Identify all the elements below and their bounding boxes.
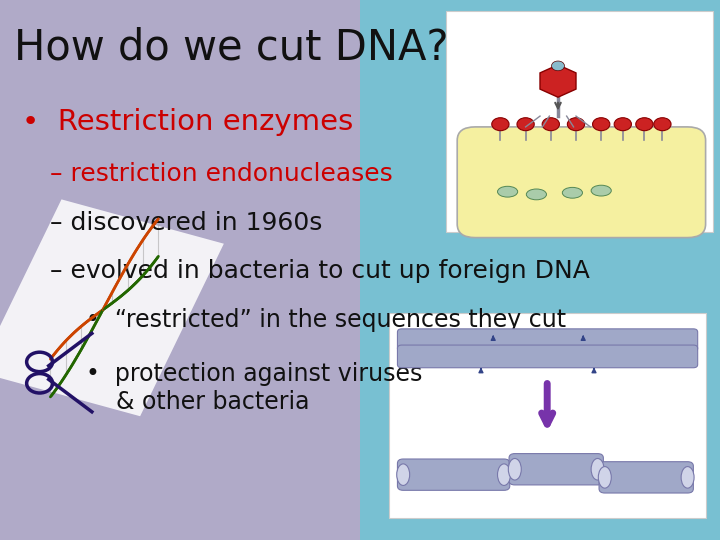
FancyBboxPatch shape [509,454,603,485]
Ellipse shape [498,464,510,485]
Circle shape [542,118,559,131]
Ellipse shape [591,185,611,196]
Text: •  protection against viruses
    & other bacteria: • protection against viruses & other bac… [86,362,423,414]
Text: – restriction endonucleases: – restriction endonucleases [50,162,393,186]
Text: – evolved in bacteria to cut up foreign DNA: – evolved in bacteria to cut up foreign … [50,259,590,283]
FancyBboxPatch shape [0,0,360,540]
Circle shape [654,118,671,131]
Ellipse shape [681,467,694,488]
Text: •  “restricted” in the sequences they cut: • “restricted” in the sequences they cut [86,308,567,332]
Circle shape [636,118,653,131]
Circle shape [517,118,534,131]
Polygon shape [540,65,576,97]
Ellipse shape [397,464,410,485]
Ellipse shape [598,467,611,488]
Ellipse shape [498,186,518,197]
FancyBboxPatch shape [397,459,510,490]
Circle shape [567,118,585,131]
Ellipse shape [562,187,582,198]
FancyBboxPatch shape [599,462,693,493]
Circle shape [552,61,564,71]
FancyBboxPatch shape [0,199,224,416]
Text: How do we cut DNA?: How do we cut DNA? [14,27,449,69]
Ellipse shape [508,458,521,480]
FancyBboxPatch shape [389,313,706,518]
Circle shape [492,118,509,131]
Circle shape [614,118,631,131]
FancyBboxPatch shape [446,11,713,232]
Text: – discovered in 1960s: – discovered in 1960s [50,211,323,234]
Ellipse shape [591,458,604,480]
Circle shape [593,118,610,131]
Ellipse shape [526,189,546,200]
FancyBboxPatch shape [397,329,698,352]
FancyBboxPatch shape [397,345,698,368]
FancyBboxPatch shape [457,127,706,238]
FancyBboxPatch shape [360,0,720,540]
Text: •  Restriction enzymes: • Restriction enzymes [22,108,353,136]
